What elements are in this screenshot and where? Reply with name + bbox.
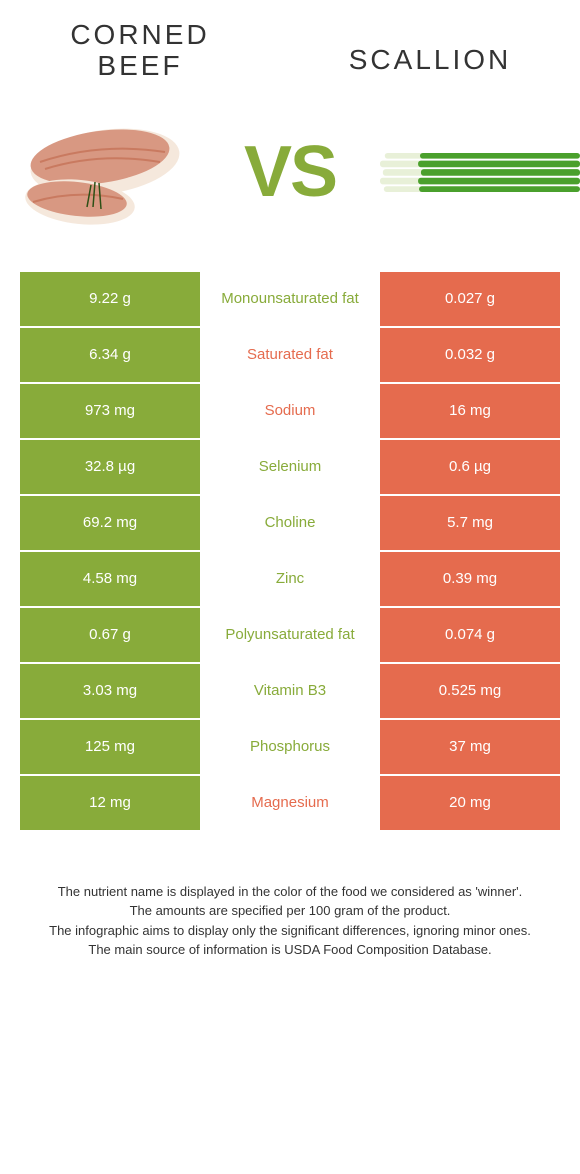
cell-nutrient-label: Choline — [200, 496, 380, 550]
cell-right-value: 0.6 µg — [380, 440, 560, 494]
food-image-right — [380, 102, 580, 242]
scallion-icon — [380, 132, 580, 212]
cell-left-value: 125 mg — [20, 720, 200, 774]
cell-nutrient-label: Vitamin B3 — [200, 664, 380, 718]
table-row: 3.03 mgVitamin B30.525 mg — [20, 664, 560, 720]
cell-left-value: 973 mg — [20, 384, 200, 438]
table-row: 4.58 mgZinc0.39 mg — [20, 552, 560, 608]
cell-nutrient-label: Magnesium — [200, 776, 380, 830]
cell-nutrient-label: Zinc — [200, 552, 380, 606]
cell-right-value: 16 mg — [380, 384, 560, 438]
cell-right-value: 0.032 g — [380, 328, 560, 382]
vs-label: VS — [244, 131, 336, 213]
food-image-left — [0, 102, 200, 242]
footer-line: The main source of information is USDA F… — [20, 940, 560, 960]
cell-right-value: 0.027 g — [380, 272, 560, 326]
cell-left-value: 69.2 mg — [20, 496, 200, 550]
footer-notes: The nutrient name is displayed in the co… — [20, 882, 560, 960]
footer-line: The infographic aims to display only the… — [20, 921, 560, 941]
cell-nutrient-label: Polyunsaturated fat — [200, 608, 380, 662]
cell-left-value: 4.58 mg — [20, 552, 200, 606]
cell-left-value: 0.67 g — [20, 608, 200, 662]
cell-left-value: 12 mg — [20, 776, 200, 830]
cell-right-value: 0.525 mg — [380, 664, 560, 718]
cell-left-value: 6.34 g — [20, 328, 200, 382]
cell-nutrient-label: Saturated fat — [200, 328, 380, 382]
table-row: 32.8 µgSelenium0.6 µg — [20, 440, 560, 496]
table-row: 12 mgMagnesium20 mg — [20, 776, 560, 832]
cell-right-value: 0.39 mg — [380, 552, 560, 606]
cell-left-value: 3.03 mg — [20, 664, 200, 718]
cell-nutrient-label: Monounsaturated fat — [200, 272, 380, 326]
cell-right-value: 37 mg — [380, 720, 560, 774]
food-title-left: CORNED BEEF — [50, 20, 230, 82]
footer-line: The nutrient name is displayed in the co… — [20, 882, 560, 902]
table-row: 973 mgSodium16 mg — [20, 384, 560, 440]
cell-left-value: 9.22 g — [20, 272, 200, 326]
header: CORNED BEEF SCALLION — [0, 0, 580, 92]
comparison-table: 9.22 gMonounsaturated fat0.027 g6.34 gSa… — [20, 272, 560, 832]
cell-right-value: 20 mg — [380, 776, 560, 830]
cell-right-value: 0.074 g — [380, 608, 560, 662]
cell-nutrient-label: Selenium — [200, 440, 380, 494]
cell-left-value: 32.8 µg — [20, 440, 200, 494]
table-row: 9.22 gMonounsaturated fat0.027 g — [20, 272, 560, 328]
table-row: 125 mgPhosphorus37 mg — [20, 720, 560, 776]
cell-right-value: 5.7 mg — [380, 496, 560, 550]
table-row: 69.2 mgCholine5.7 mg — [20, 496, 560, 552]
cell-nutrient-label: Sodium — [200, 384, 380, 438]
footer-line: The amounts are specified per 100 gram o… — [20, 901, 560, 921]
food-title-right: SCALLION — [330, 45, 530, 76]
table-row: 6.34 gSaturated fat0.032 g — [20, 328, 560, 384]
cell-nutrient-label: Phosphorus — [200, 720, 380, 774]
table-row: 0.67 gPolyunsaturated fat0.074 g — [20, 608, 560, 664]
corned-beef-icon — [5, 107, 195, 237]
images-row: VS — [0, 92, 580, 272]
